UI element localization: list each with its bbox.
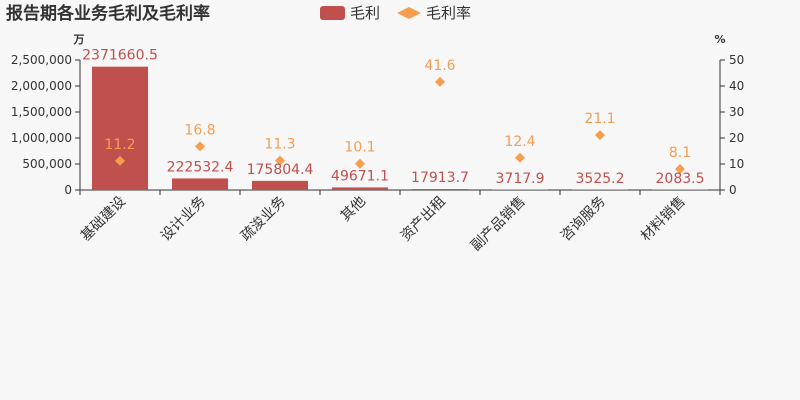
rate-point[interactable]: [115, 155, 125, 166]
y-left-tick-label: 2,500,000: [11, 53, 72, 67]
y-left-tick-label: 2,000,000: [11, 79, 72, 93]
y-right-tick-label: 20: [729, 131, 744, 145]
legend-label-bar: 毛利: [350, 4, 380, 22]
rate-point[interactable]: [515, 152, 525, 163]
bar-value-label: 2371660.5: [82, 48, 158, 64]
x-category-label: 资产出租: [398, 194, 449, 245]
y-left-tick-label: 1,500,000: [11, 105, 72, 119]
legend-item-bar[interactable]: 毛利: [320, 4, 380, 22]
rate-value-label: 10.1: [344, 140, 375, 156]
y-right-unit: %: [714, 33, 725, 46]
x-category-label: 疏浚业务: [238, 194, 289, 245]
y-right-tick-label: 0: [729, 183, 737, 197]
chart-title: 报告期各业务毛利及毛利率: [6, 3, 210, 24]
y-right-tick-label: 10: [729, 157, 744, 171]
rate-value-label: 12.4: [504, 134, 535, 150]
bar-value-label: 3525.2: [576, 171, 625, 187]
bar-series: [92, 66, 708, 191]
rate-value-label: 8.1: [669, 145, 691, 161]
bar-value-label: 175804.4: [247, 162, 314, 178]
bar-value-label: 3717.9: [496, 171, 545, 187]
bar-gross-profit[interactable]: [572, 189, 628, 191]
y-right-tick-label: 50: [729, 53, 744, 67]
bar-value-label: 222532.4: [167, 159, 234, 175]
bar-gross-profit[interactable]: [332, 187, 388, 190]
bar-value-label: 2083.5: [656, 171, 705, 187]
rate-point[interactable]: [435, 76, 445, 87]
rate-point[interactable]: [355, 158, 365, 169]
x-category-label: 材料销售: [638, 194, 689, 245]
rate-value-label: 41.6: [424, 58, 455, 74]
rate-point[interactable]: [675, 163, 685, 174]
rate-value-label: 16.8: [184, 122, 215, 138]
y-left-tick-label: 500,000: [22, 157, 72, 171]
y-left-unit: 万: [73, 33, 85, 46]
bar-gross-profit[interactable]: [492, 189, 548, 191]
x-category-label: 副产品销售: [468, 194, 529, 255]
rate-point[interactable]: [595, 130, 605, 141]
rate-series: [115, 76, 685, 174]
legend-item-rate[interactable]: 毛利率: [397, 4, 471, 22]
data-labels: 2371660.5 222532.4 175804.4 49671.1 17913.7 3…: [82, 48, 704, 187]
y-left-tick-label: 0: [64, 183, 72, 197]
rate-point[interactable]: [275, 155, 285, 166]
bar-gross-profit[interactable]: [252, 180, 308, 190]
x-category-label: 基础建设: [77, 193, 129, 245]
rate-value-label: 11.3: [264, 137, 295, 153]
legend-label-rate: 毛利率: [426, 4, 471, 22]
bar-gross-profit[interactable]: [412, 189, 468, 190]
rate-point[interactable]: [195, 141, 205, 152]
bar-value-label: 17913.7: [411, 170, 469, 186]
rate-value-label: 11.2: [104, 137, 135, 153]
legend: 毛利 毛利率: [320, 4, 471, 22]
y-right-tick-label: 30: [729, 105, 744, 119]
bar-gross-profit[interactable]: [172, 178, 228, 190]
x-category-label: 咨询服务: [558, 194, 609, 245]
legend-bar-swatch: [320, 6, 345, 20]
y-left-tick-label: 1,000,000: [11, 131, 72, 145]
rate-value-label: 21.1: [584, 111, 615, 127]
y-right-tick-label: 40: [729, 79, 744, 93]
x-category-label: 设计业务: [158, 194, 209, 245]
bar-value-label: 49671.1: [331, 168, 389, 184]
x-category-label: 其他: [338, 194, 369, 225]
bar-gross-profit[interactable]: [652, 189, 708, 191]
bar-gross-profit[interactable]: [92, 66, 148, 190]
legend-diamond-swatch: [397, 7, 421, 19]
